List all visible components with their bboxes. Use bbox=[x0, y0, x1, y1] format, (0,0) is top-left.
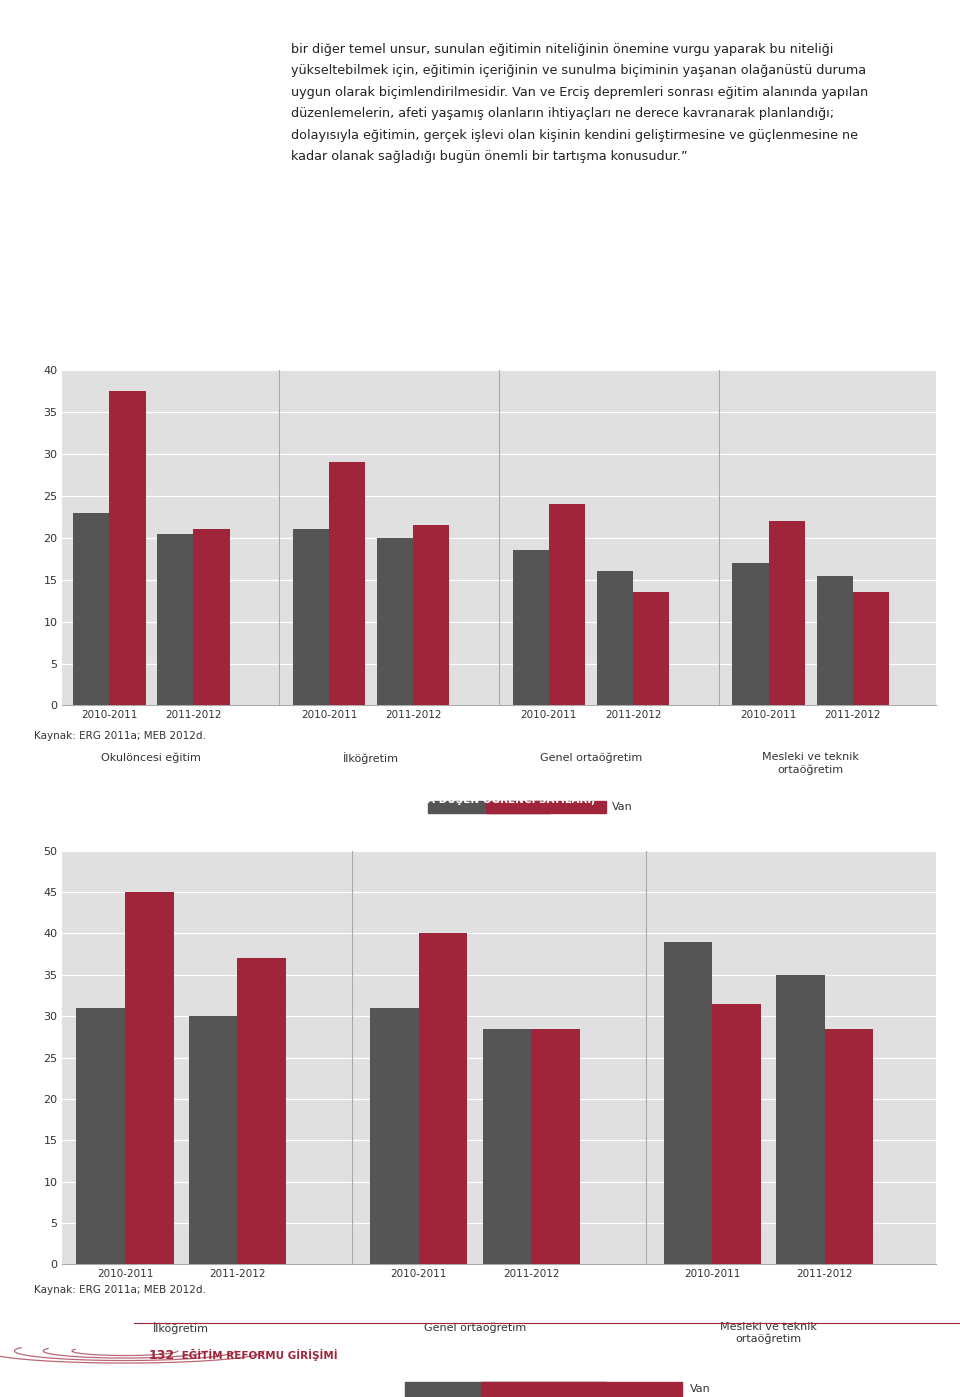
Bar bbox=[817, 576, 852, 705]
Bar bbox=[109, 391, 146, 705]
Bar bbox=[597, 571, 633, 705]
Bar bbox=[549, 504, 586, 705]
Text: GRAFİK 32: VAN’DA EĞİTİM KADEMELERİNE GÖRE DERSLİK BAŞINA DÜŞEN ÖĞRENCİ SAYILARI: GRAFİK 32: VAN’DA EĞİTİM KADEMELERİNE GÖ… bbox=[45, 792, 595, 805]
Bar bbox=[419, 933, 468, 1264]
Text: Mesleki ve teknik
ortaöğretim: Mesleki ve teknik ortaöğretim bbox=[762, 753, 859, 774]
Bar bbox=[531, 1028, 580, 1264]
Text: 2010-2011 VE 2011-2012: 2010-2011 VE 2011-2012 bbox=[45, 338, 192, 348]
Bar bbox=[405, 1382, 606, 1397]
Text: İlköğretim: İlköğretim bbox=[154, 1322, 209, 1334]
Text: Van: Van bbox=[612, 802, 633, 812]
Bar bbox=[371, 1007, 419, 1264]
Bar bbox=[77, 1007, 125, 1264]
Bar bbox=[486, 800, 607, 813]
Bar bbox=[73, 513, 109, 705]
Bar bbox=[189, 1016, 237, 1264]
Bar bbox=[513, 550, 549, 705]
Bar bbox=[237, 958, 286, 1264]
Bar bbox=[428, 800, 549, 813]
Text: GRAFİK 31: VAN’DA EĞİTİM KADEMELERİNE GÖRE ÖĞRETMEN BAŞINA DÜŞEN ÖĞRENCİ SAYILAR: GRAFİK 31: VAN’DA EĞİTİM KADEMELERİNE GÖ… bbox=[45, 312, 612, 324]
Bar bbox=[732, 563, 769, 705]
Text: Türkiye: Türkiye bbox=[555, 802, 595, 812]
Bar bbox=[633, 592, 669, 705]
Bar bbox=[193, 529, 229, 705]
Bar bbox=[157, 534, 193, 705]
Bar bbox=[777, 975, 825, 1264]
Text: Kaynak: ERG 2011a; MEB 2012d.: Kaynak: ERG 2011a; MEB 2012d. bbox=[34, 1285, 205, 1295]
Text: Van: Van bbox=[690, 1384, 711, 1394]
Text: Okulöncesi eğitim: Okulöncesi eğitim bbox=[102, 753, 202, 763]
Bar bbox=[664, 942, 712, 1264]
Text: İlköğretim: İlköğretim bbox=[343, 753, 399, 764]
Bar bbox=[481, 1382, 683, 1397]
Text: EĞİTİM REFORMU GİRİŞİMİ: EĞİTİM REFORMU GİRİŞİMİ bbox=[178, 1350, 337, 1361]
Bar bbox=[329, 462, 366, 705]
Bar bbox=[852, 592, 889, 705]
Text: Genel ortaöğretim: Genel ortaöğretim bbox=[540, 753, 642, 763]
Text: Kaynak: ERG 2011a; MEB 2012d.: Kaynak: ERG 2011a; MEB 2012d. bbox=[34, 731, 205, 740]
Bar bbox=[413, 525, 449, 705]
Text: Genel ortaöğretim: Genel ortaöğretim bbox=[423, 1322, 526, 1333]
Text: Mesleki ve teknik
ortaöğretim: Mesleki ve teknik ortaöğretim bbox=[720, 1322, 817, 1344]
Text: bir diğer temel unsur, sunulan eğitimin niteliğinin önemine vurgu yaparak bu nit: bir diğer temel unsur, sunulan eğitimin … bbox=[291, 43, 868, 163]
Bar bbox=[483, 1028, 531, 1264]
Bar bbox=[712, 1004, 761, 1264]
Bar bbox=[825, 1028, 874, 1264]
Bar bbox=[125, 893, 174, 1264]
Text: 2010-2011 VE 2011-2012: 2010-2011 VE 2011-2012 bbox=[45, 819, 192, 828]
Text: 132: 132 bbox=[149, 1348, 175, 1362]
Text: Türkiye: Türkiye bbox=[613, 1384, 654, 1394]
Bar bbox=[769, 521, 805, 705]
Bar bbox=[377, 538, 413, 705]
Bar bbox=[293, 529, 329, 705]
